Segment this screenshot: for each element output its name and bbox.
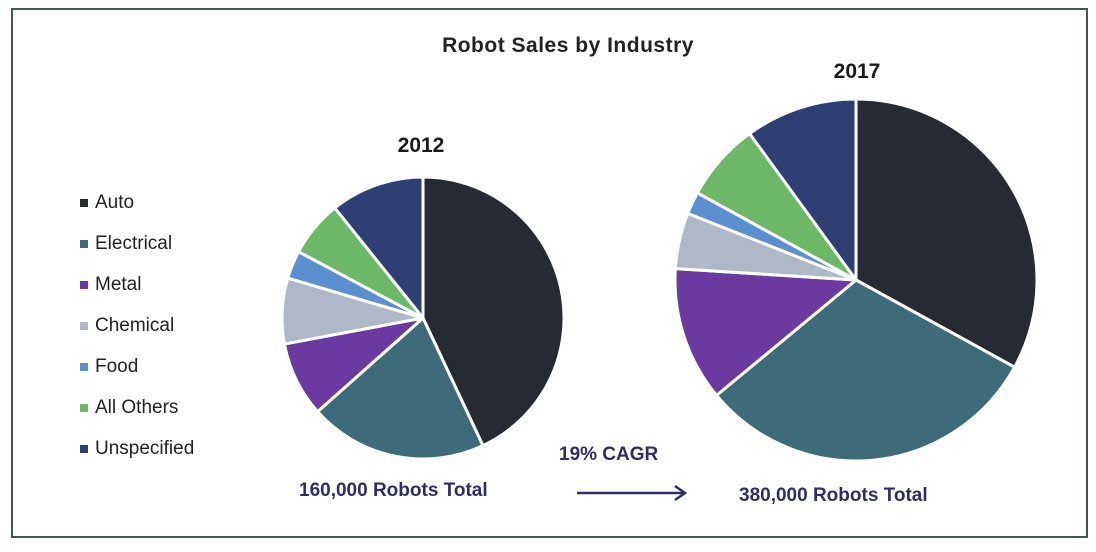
pie-2012-year-label: 2012 — [397, 134, 445, 157]
pie-2017 — [673, 97, 1039, 463]
legend-item-chemical: Chemical — [80, 305, 194, 346]
legend-item-auto: Auto — [80, 182, 194, 223]
pie-2017-year-label: 2017 — [833, 60, 881, 83]
legend-label-chemical: Chemical — [95, 314, 175, 336]
legend-swatch-metal — [80, 280, 88, 289]
legend-item-metal: Metal — [80, 264, 194, 305]
pie-slice-2012-electrical — [316, 316, 485, 461]
legend-label-unspecified: Unspecified — [95, 437, 195, 459]
pie-slice-2017-metal — [673, 267, 858, 397]
legend-swatch-all-others — [80, 403, 88, 412]
chart-title: Robot Sales by Industry — [442, 34, 694, 57]
legend-label-all-others: All Others — [95, 396, 179, 418]
pie-slice-2017-auto — [854, 97, 1039, 369]
legend-label-metal: Metal — [95, 273, 142, 295]
legend-item-electrical: Electrical — [80, 223, 194, 264]
legend-swatch-chemical — [80, 321, 88, 330]
legend-item-all-others: All Others — [80, 387, 194, 428]
legend-label-auto: Auto — [95, 191, 135, 213]
pie-slice-2012-unspecified — [333, 175, 425, 320]
pie-2017-total-label: 380,000 Robots Total — [739, 485, 928, 506]
legend-swatch-unspecified — [80, 444, 88, 453]
pie-slice-2017-electrical — [715, 278, 1017, 463]
legend-item-unspecified: Unspecified — [80, 428, 194, 469]
legend-swatch-food — [80, 362, 88, 371]
legend-swatch-electrical — [80, 239, 88, 248]
legend-label-electrical: Electrical — [95, 232, 173, 254]
cagr-annotation: 19% CAGR — [559, 444, 659, 465]
growth-arrow-icon — [577, 484, 688, 502]
legend-swatch-auto — [80, 198, 88, 207]
pie-2012-total-label: 160,000 Robots Total — [299, 480, 488, 501]
legend-item-food: Food — [80, 346, 194, 387]
pie-slice-2012-auto — [421, 175, 566, 448]
pie-slice-2017-unspecified — [748, 97, 858, 282]
legend-label-food: Food — [95, 355, 139, 377]
pie-2012 — [280, 175, 566, 461]
legend: Auto Electrical Metal Chemical Food All … — [80, 182, 194, 469]
